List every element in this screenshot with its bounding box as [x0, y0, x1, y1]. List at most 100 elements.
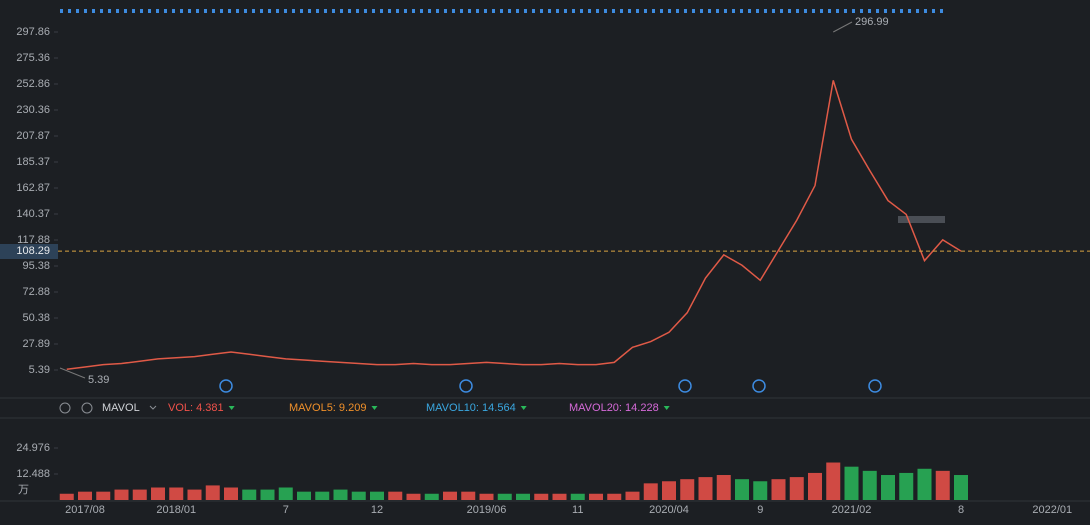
news-icon[interactable] — [459, 379, 473, 393]
last-price-label: 108.29 — [16, 245, 50, 257]
volume-bar — [297, 491, 311, 500]
y-tick-label: 297.86 — [16, 26, 50, 38]
volume-bar — [132, 489, 147, 500]
y-tick-label: 140.37 — [16, 208, 50, 220]
volume-bar — [497, 493, 512, 500]
indicator-title: MAVOL — [102, 402, 140, 414]
volume-bar — [954, 475, 968, 500]
y-tick-label: 72.88 — [22, 286, 50, 298]
volume-bar — [78, 491, 92, 500]
indicator-value: MAVOL5: 9.209 — [289, 402, 366, 414]
x-tick-label: 2017/08 — [65, 504, 105, 516]
volume-bar — [917, 468, 932, 500]
volume-bar — [552, 493, 567, 500]
volume-bar — [443, 491, 457, 500]
volume-bar — [589, 493, 603, 500]
x-tick-label: 2021/02 — [832, 504, 872, 516]
dropdown-icon[interactable] — [149, 405, 157, 410]
indicator-arrow — [228, 406, 235, 410]
volume-bar — [461, 491, 476, 500]
vol-y-tick-label: 24.976 — [16, 442, 50, 454]
volume-bar — [899, 472, 914, 500]
x-tick-label: 2020/04 — [649, 504, 689, 516]
volume-bar — [370, 491, 384, 500]
price-line — [66, 80, 962, 371]
y-tick-label: 50.38 — [22, 312, 50, 324]
volume-bar — [808, 472, 822, 500]
volume-bar — [771, 479, 786, 500]
max-label: 296.99 — [855, 16, 889, 28]
volume-bar — [516, 493, 530, 500]
indicator-arrow — [663, 406, 670, 410]
volume-bar — [662, 481, 676, 500]
x-tick-label: 9 — [757, 504, 763, 516]
min-leader — [59, 367, 86, 379]
volume-bar — [224, 487, 238, 500]
indicator-controls[interactable] — [59, 402, 157, 414]
volume-bar — [333, 489, 348, 500]
volume-bar — [205, 485, 220, 500]
volume-bar — [114, 489, 129, 500]
volume-bar — [278, 487, 293, 500]
volume-bar — [388, 491, 403, 500]
volume-bar — [716, 475, 731, 500]
news-icons[interactable] — [219, 379, 882, 393]
volume-bar — [862, 470, 877, 500]
overlay-box — [898, 216, 945, 223]
volume-bar — [351, 491, 366, 500]
y-tick-label: 27.89 — [22, 338, 50, 350]
volume-bar — [753, 481, 768, 500]
x-tick-label: 12 — [371, 504, 383, 516]
volume-bar — [570, 493, 585, 500]
x-tick-label: 8 — [958, 504, 964, 516]
y-tick-label: 230.36 — [16, 104, 50, 116]
volume-bar — [260, 489, 275, 500]
volume-bar — [96, 491, 111, 500]
volume-bar — [844, 466, 859, 500]
volume-bar — [680, 479, 695, 500]
y-tick-label: 117.88 — [17, 234, 50, 246]
volume-bar — [242, 489, 257, 500]
volume-bar — [643, 483, 658, 500]
volume-bar — [935, 470, 950, 500]
volume-bar — [424, 493, 439, 500]
indicator-arrow — [520, 406, 527, 410]
volume-bar — [625, 491, 640, 500]
volume-bar — [187, 489, 202, 500]
volume-bar — [881, 475, 895, 500]
y-tick-label: 207.87 — [16, 130, 50, 142]
indicator-value: MAVOL20: 14.228 — [569, 402, 659, 414]
close-icon[interactable] — [81, 402, 93, 414]
volume-bar — [315, 491, 330, 500]
volume-bar — [479, 493, 494, 500]
volume-bar — [151, 487, 165, 500]
volume-bar — [169, 487, 184, 500]
volume-bar — [698, 477, 713, 500]
volume-bar — [789, 477, 804, 500]
x-tick-label: 7 — [283, 504, 289, 516]
indicator-arrow — [371, 406, 378, 410]
news-icon[interactable] — [219, 379, 233, 393]
news-icon[interactable] — [868, 379, 882, 393]
vol-y-tick-label: 12.488 — [16, 468, 50, 480]
settings-icon[interactable] — [59, 402, 71, 414]
news-icon[interactable] — [752, 379, 766, 393]
x-tick-label: 2019/06 — [467, 504, 507, 516]
x-tick-label: 2018/01 — [156, 504, 196, 516]
unit-label: 万 — [18, 484, 29, 496]
max-leader — [833, 21, 853, 33]
indicator-value: VOL: 4.381 — [168, 402, 224, 414]
min-label: 5.39 — [88, 374, 109, 386]
volume-bar — [735, 479, 749, 500]
y-tick-label: 162.87 — [16, 182, 50, 194]
y-tick-label: 252.86 — [16, 78, 50, 90]
news-icon[interactable] — [678, 379, 692, 393]
volume-bar — [826, 462, 841, 500]
indicator-value: MAVOL10: 14.564 — [426, 402, 516, 414]
volume-bar — [607, 493, 622, 500]
y-tick-label: 275.36 — [16, 52, 50, 64]
x-tick-label: 11 — [572, 504, 583, 516]
volume-bar — [406, 493, 421, 500]
y-tick-label: 5.39 — [29, 364, 50, 376]
